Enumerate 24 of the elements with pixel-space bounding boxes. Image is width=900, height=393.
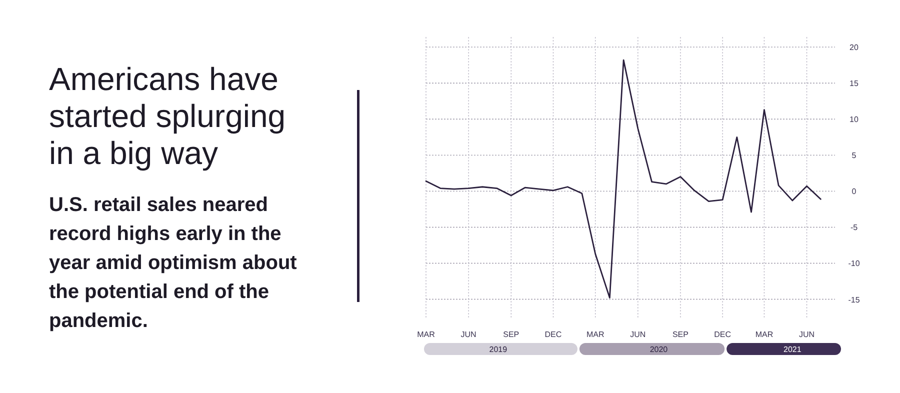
x-tick-label: DEC <box>544 330 562 339</box>
y-tick-label: 0 <box>852 187 857 196</box>
y-tick-label: -15 <box>848 295 860 304</box>
x-tick-label: JUN <box>630 330 646 339</box>
x-tick-label: MAR <box>755 330 774 339</box>
text: U.S. retail sales neared record highs early in the year amid optimism about the potential end of the pandemic. <box>49 194 298 332</box>
x2-tick-label: 2021 <box>784 345 802 354</box>
y-tick-label: 20 <box>850 43 859 52</box>
x-tick-label: DEC <box>714 330 732 339</box>
y-tick-label: 15 <box>850 79 859 88</box>
x-tick-label: JUN <box>460 330 477 339</box>
x2-tick-label: 2020 <box>650 345 668 354</box>
text: Americans have started splurging in a big way <box>49 61 286 171</box>
x-tick-label: SEP <box>503 330 520 339</box>
x-tick-label: SEP <box>672 330 688 339</box>
y-tick-label: -5 <box>850 223 858 232</box>
line-series <box>425 59 822 299</box>
x-tick-label: MAR <box>586 330 604 339</box>
y-tick-label: -10 <box>848 259 860 268</box>
y-tick-label: 5 <box>852 151 857 160</box>
y-tick-label: 10 <box>850 115 859 124</box>
x-tick-label: MAR <box>417 330 436 339</box>
x-tick-label: JUN <box>798 330 815 339</box>
x2-tick-label: 2019 <box>489 345 508 354</box>
